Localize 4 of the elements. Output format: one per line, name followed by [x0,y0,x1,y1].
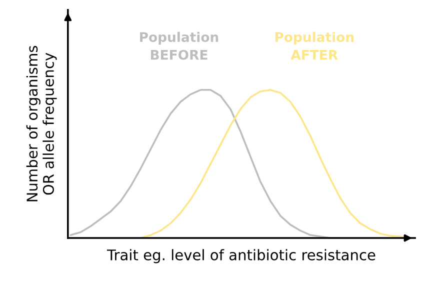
text: Population BEFORE [140,32,218,60]
x-axis-title: Trait eg. level of antibiotic resistance [106,249,376,264]
y-axis-title: Number of organisms OR allele frequency [26,46,57,202]
text: Population AFTER [275,32,354,60]
